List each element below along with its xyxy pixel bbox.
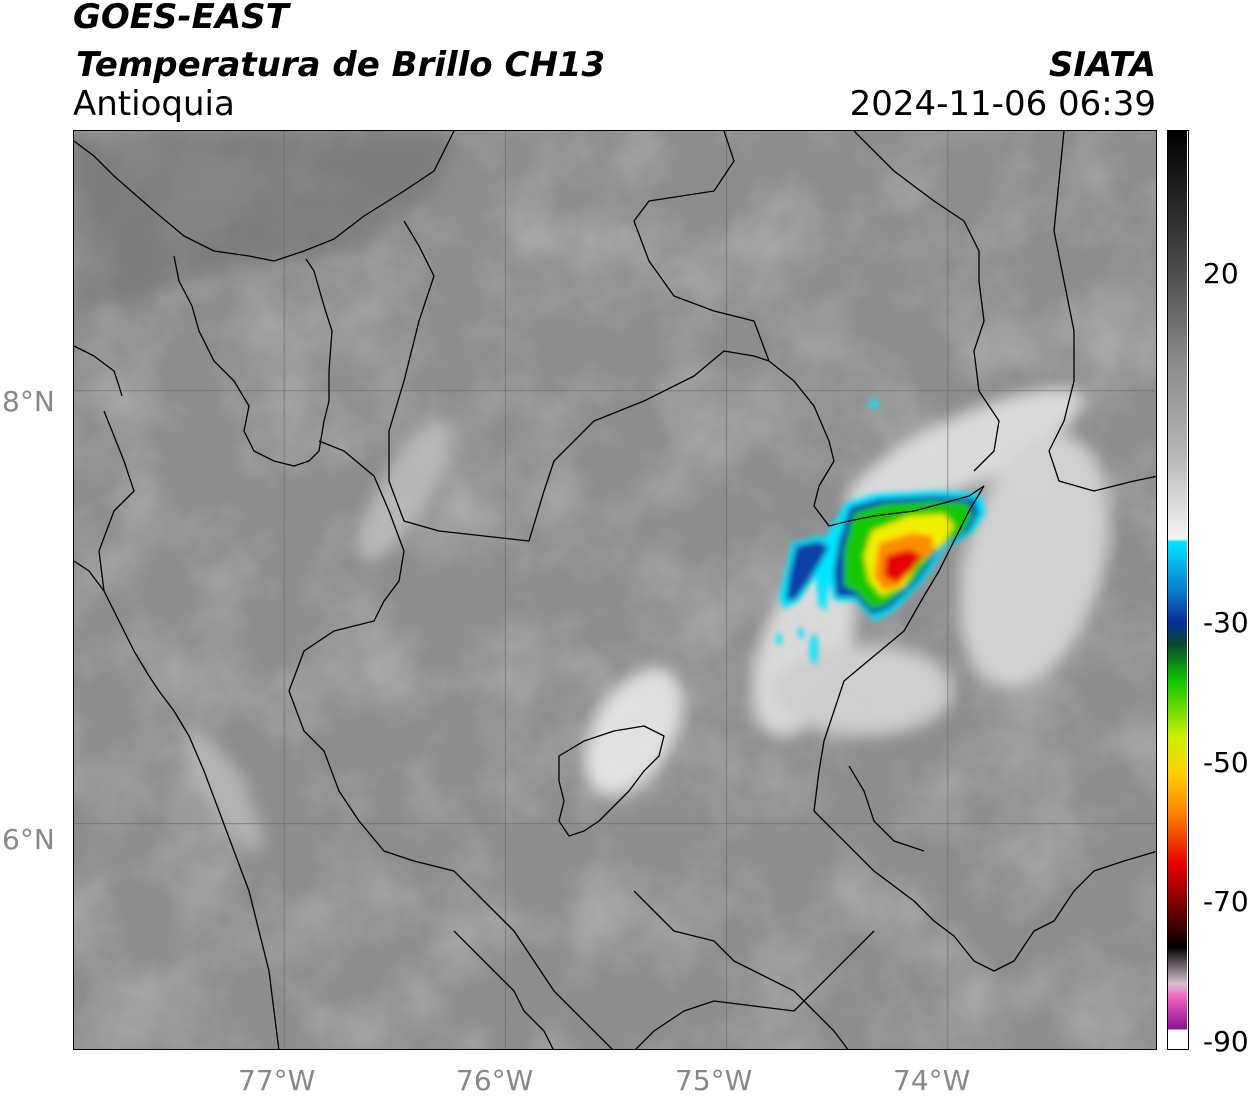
bolivar-border <box>768 360 985 527</box>
bright-cloud-streaks <box>184 387 1110 853</box>
west-dept-line <box>98 410 135 592</box>
far-east-line <box>1048 131 1156 492</box>
region-label: Antioquia <box>73 84 235 124</box>
lat-tick-8n: 8°N <box>2 385 55 418</box>
colorbar-gradient <box>1168 131 1187 1048</box>
lat-tick-6n: 6°N <box>2 823 55 856</box>
east-border <box>853 131 1000 472</box>
southern-line <box>453 930 554 1049</box>
pacific-border <box>74 560 280 1049</box>
colorbar-tick-minus30: -30 <box>1203 606 1249 639</box>
medellin-area <box>558 725 665 837</box>
lower-boundary-2 <box>633 890 849 1049</box>
antioquia-border <box>288 440 613 1049</box>
satellite-map <box>73 130 1157 1050</box>
urabá-coast <box>74 345 123 397</box>
lower-boundary-1 <box>813 810 1156 972</box>
gulf-coast <box>173 255 333 467</box>
satellite-title: GOES-EAST <box>73 0 289 37</box>
colorbar-tick-20: 20 <box>1203 257 1239 290</box>
colorbar-tick-minus70: -70 <box>1203 885 1249 918</box>
product-title: Temperatura de Brillo CH13 <box>76 45 606 85</box>
brightness-temperature-image <box>74 131 1156 1049</box>
lon-tick-77w: 77°W <box>238 1064 316 1097</box>
lon-tick-75w: 75°W <box>675 1064 753 1097</box>
northeast-line <box>633 131 770 362</box>
colorbar-tick-minus50: -50 <box>1203 746 1249 779</box>
cordoba-border <box>388 220 770 542</box>
storm-red <box>884 549 922 583</box>
santander-border <box>813 485 985 812</box>
coastline <box>74 131 455 262</box>
magdalena-river-line <box>848 765 925 852</box>
lon-tick-74w: 74°W <box>893 1064 971 1097</box>
graticule <box>74 131 1156 1049</box>
boundaries <box>74 131 1156 1049</box>
agency-label: SIATA <box>1048 45 1156 85</box>
lon-tick-76w: 76°W <box>456 1064 534 1097</box>
colorbar-tick-minus90: -90 <box>1203 1025 1249 1058</box>
storm-cell <box>776 400 986 664</box>
ocean-darker <box>74 131 459 311</box>
colorbar <box>1167 130 1189 1050</box>
datetime-label: 2024-11-06 06:39 <box>849 84 1156 124</box>
caldas-line <box>635 930 875 1049</box>
